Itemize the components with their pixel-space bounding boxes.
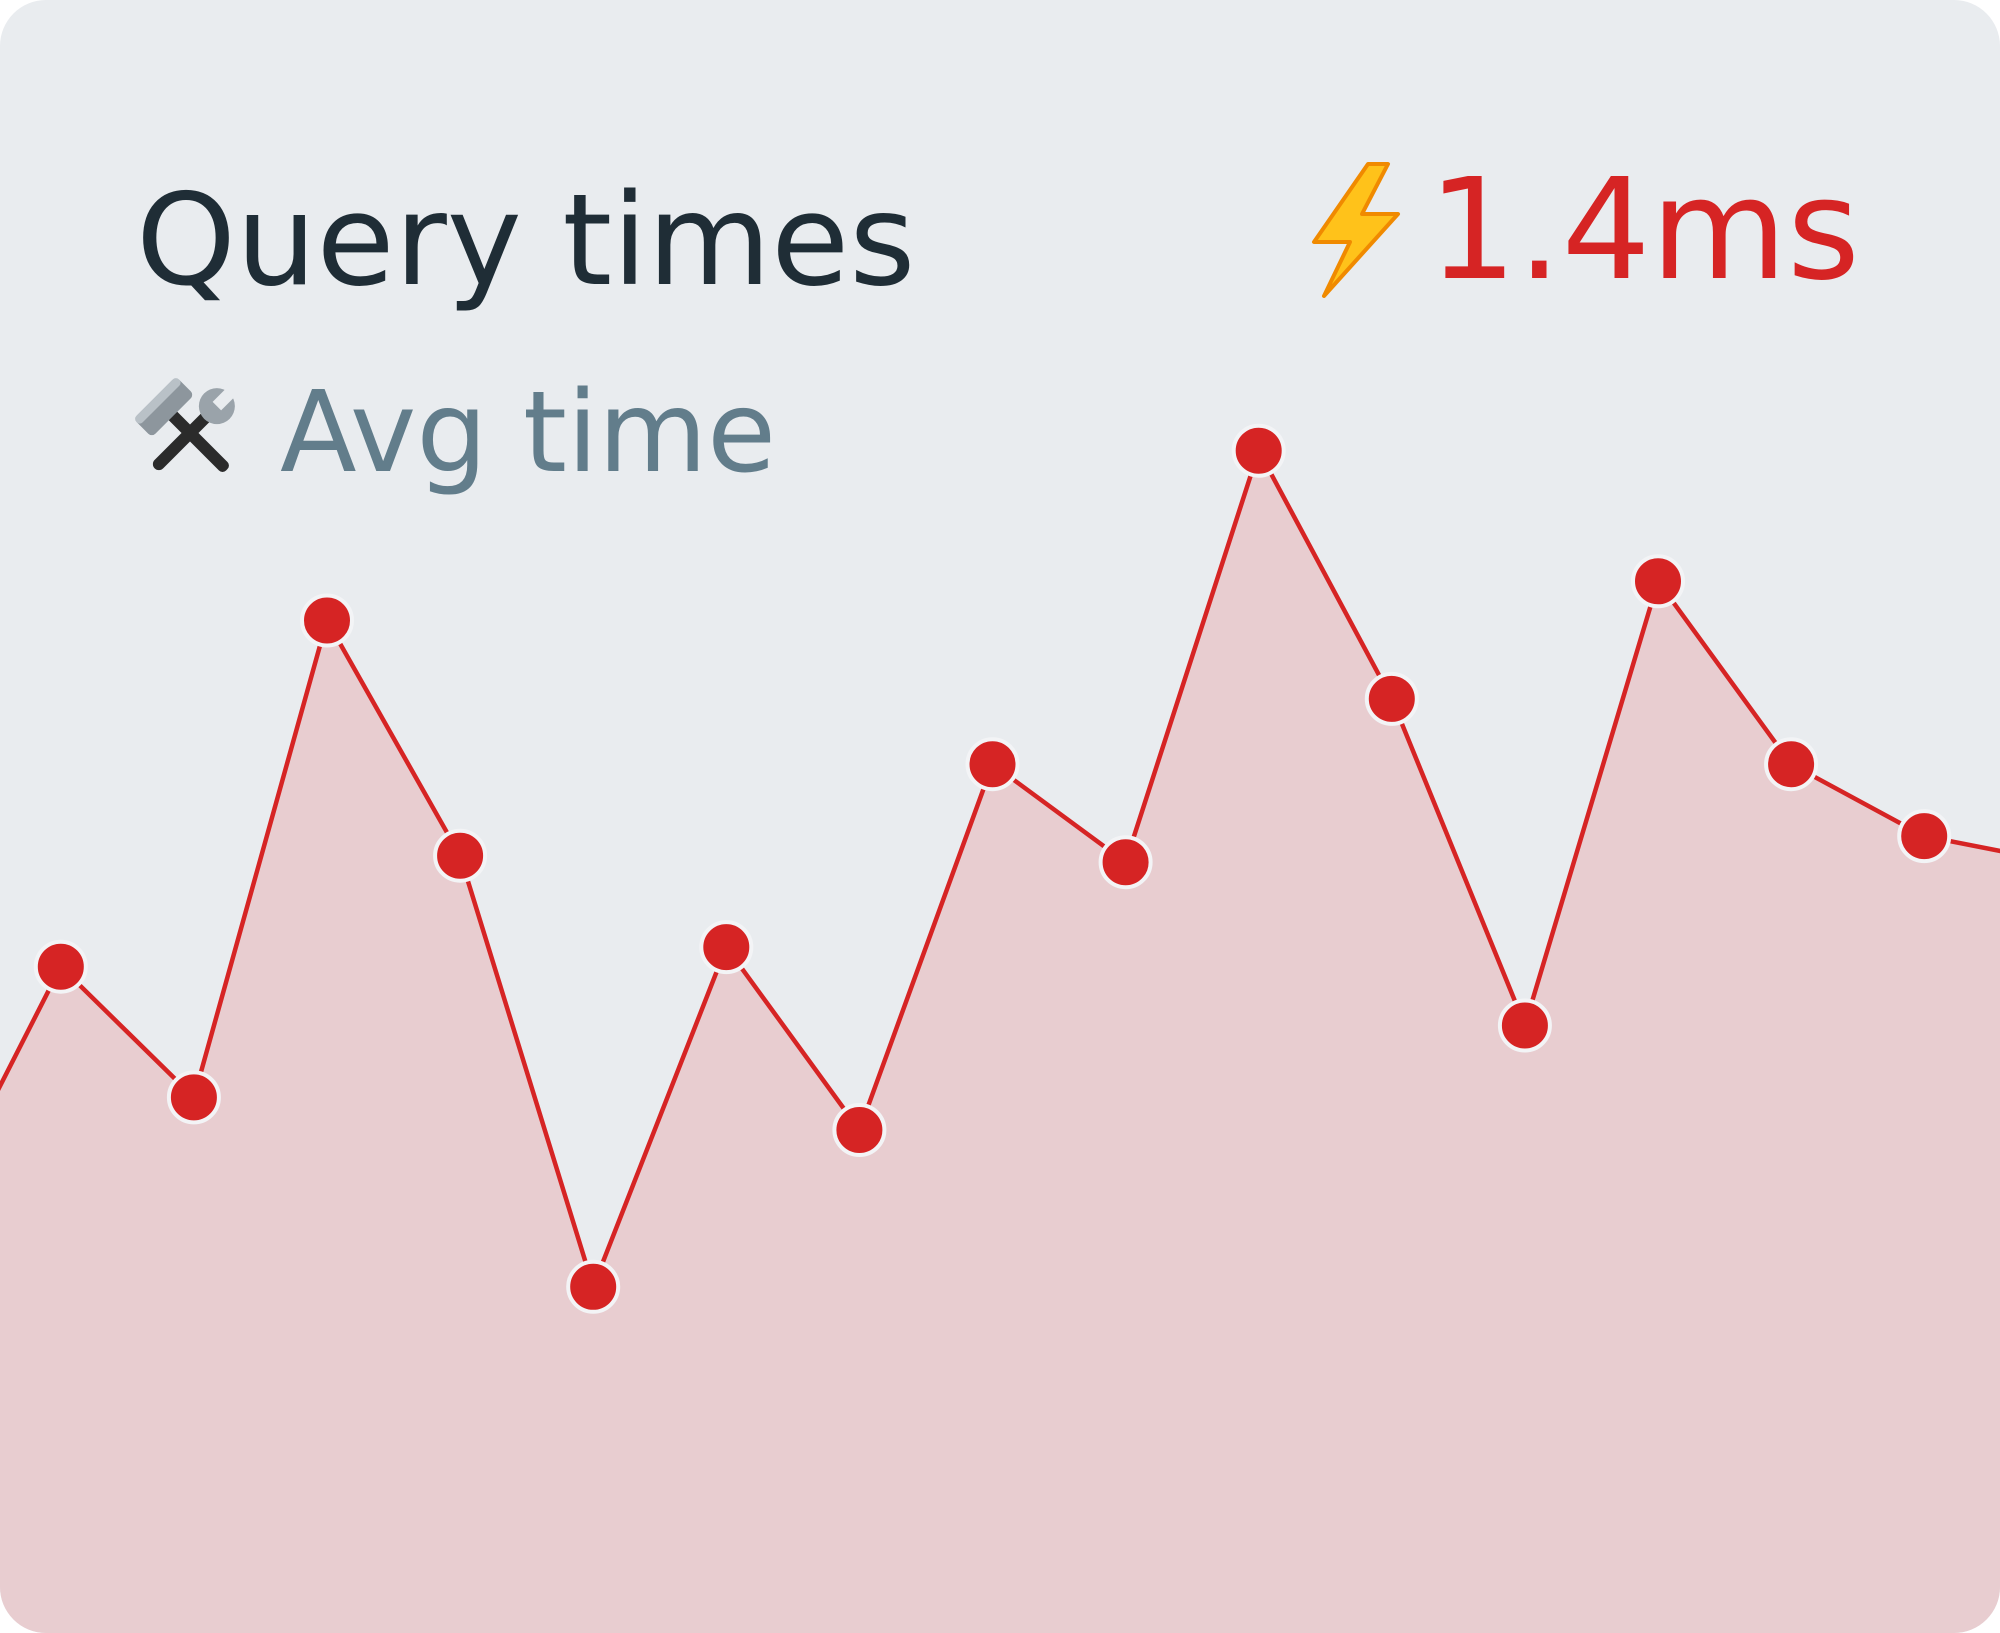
data-points bbox=[33, 423, 1952, 1314]
data-point bbox=[1231, 423, 1286, 478]
card-subtitle: Avg time bbox=[130, 368, 776, 498]
data-point bbox=[33, 939, 88, 994]
data-point bbox=[1497, 998, 1552, 1053]
data-point bbox=[166, 1070, 221, 1125]
data-point bbox=[1764, 737, 1819, 792]
data-point bbox=[1631, 554, 1685, 609]
area-fill bbox=[0, 450, 2000, 1633]
data-point bbox=[566, 1259, 621, 1314]
data-point bbox=[699, 920, 754, 975]
metric-summary: 1.4ms bbox=[1306, 148, 1860, 312]
metric-value: 1.4ms bbox=[1428, 148, 1860, 312]
data-point bbox=[965, 737, 1020, 792]
card-title: Query times bbox=[136, 166, 916, 314]
data-point bbox=[1364, 671, 1419, 726]
data-point bbox=[1098, 835, 1153, 890]
data-point bbox=[1897, 809, 1952, 864]
data-point bbox=[832, 1103, 887, 1157]
data-point bbox=[300, 593, 354, 648]
data-point bbox=[433, 828, 488, 883]
hammer-and-wrench-icon bbox=[135, 378, 236, 472]
subtitle-label: Avg time bbox=[280, 368, 777, 498]
lightning-bolt-icon bbox=[1312, 162, 1401, 298]
